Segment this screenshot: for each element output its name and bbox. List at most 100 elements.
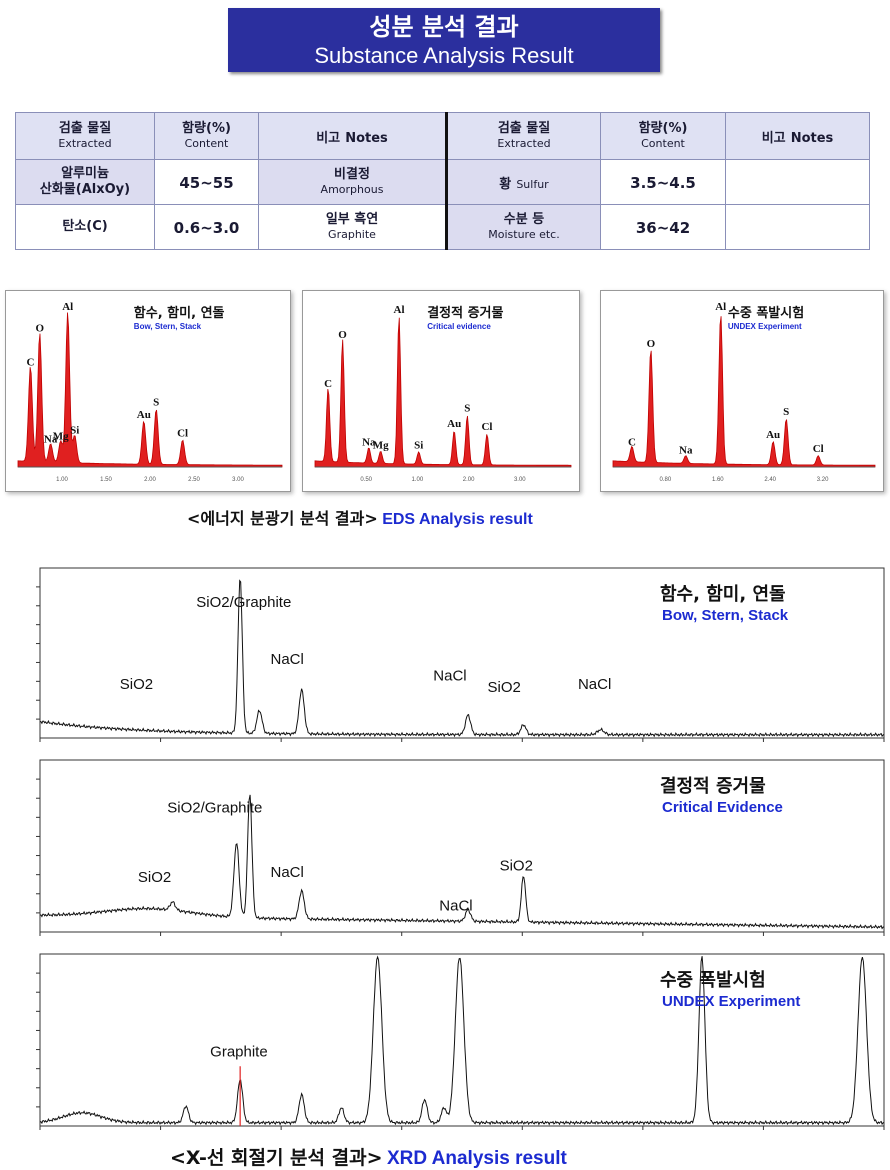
eds-chart-critical-evidence: 0.50 1.00 2.00 3.00 C O Na Mg Al Si Au S Cl 결정적 증거물 Cr… (302, 290, 580, 492)
eds-peak-label: Na (362, 437, 376, 449)
eds-tick-label: 2.00 (144, 477, 156, 483)
xrd-plot-frame (39, 567, 885, 739)
cell-note-empty-2 (725, 204, 870, 250)
eds-caption: <에너지 분광기 분석 결과> EDS Analysis result (187, 509, 533, 528)
eds-peak-label: Al (394, 304, 405, 316)
title-english: Substance Analysis Result (314, 43, 574, 68)
eds-tick-label: 1.50 (100, 477, 112, 483)
eds-plot: 0.80 1.60 2.40 3.20 C O Na Al AuS Cl 수중 폭발시험UNDEX … (612, 301, 876, 483)
cell-note-empty-1 (725, 159, 870, 205)
eds-peak-label: Na (44, 434, 58, 446)
cell-note-graphite: 일부 흑연 Graphite (258, 204, 448, 250)
xrd-plot-frame (39, 759, 885, 933)
xrd-plot: Graphite 수중 폭발시험 UNDEX Experiment (36, 953, 885, 1130)
eds-peak-label: Cl (177, 427, 188, 439)
cell-content-aluminum: 45~55 (154, 159, 259, 205)
eds-tick-label: 0.80 (660, 477, 672, 483)
eds-chart-bow-stern-stack: 1.00 1.50 2.00 2.50 3.00 C O Na Mg Al Si Au S Cl 함수, 함… (5, 290, 291, 492)
xrd-plot: SiO2/Graphite SiO2 NaCl NaCl SiO2 NaCl 함수, 함미,… (36, 567, 885, 742)
xrd-pattern-series (39, 794, 885, 930)
xrd-chart-title: 수중 폭발시험 (660, 969, 766, 991)
eds-chart-title: 수중 폭발시험 (728, 305, 804, 321)
eds-peak-label: S (153, 397, 159, 409)
eds-peak-label: Mg (373, 440, 389, 452)
header-content: 함량(%) Content (154, 112, 259, 160)
xrd-peak-label: SiO2/Graphite (167, 799, 262, 816)
substance-table: 검출 물질 Extracted 함량(%) Content 비고 Notes 검출 … (15, 112, 870, 250)
eds-peak-label: Na (679, 444, 693, 456)
eds-peak-label: Si (70, 424, 79, 436)
cell-sulfur: 황 Sulfur (446, 159, 601, 205)
xrd-peak-label: SiO2 (138, 869, 171, 886)
eds-chart-subtitle: Critical evidence (427, 322, 491, 331)
eds-peak-label: C (324, 378, 332, 390)
eds-peak-label: S (783, 406, 789, 418)
xrd-chart-bow-stern-stack: SiO2/Graphite SiO2 NaCl NaCl SiO2 NaCl 함수, 함미,… (0, 560, 890, 750)
eds-peak-label: C (628, 437, 636, 449)
eds-spectrum-series (314, 317, 572, 468)
eds-peak-label: Au (447, 418, 461, 430)
xrd-chart-undex: Graphite 수중 폭발시험 UNDEX Experiment (0, 946, 890, 1138)
eds-tick-label: 3.00 (232, 477, 244, 483)
title-banner: 성분 분석 결과 Substance Analysis Result (228, 8, 660, 72)
header-extracted: 검출 물질 Extracted (15, 112, 155, 160)
eds-chart-title: 결정적 증거물 (427, 305, 503, 321)
eds-chart-subtitle: UNDEX Experiment (728, 322, 802, 331)
eds-peak-label: Au (766, 429, 780, 441)
cell-aluminum-oxide: 알루미늄 산화물(AlxOy) (15, 159, 155, 205)
eds-tick-label: 2.50 (188, 477, 200, 483)
xrd-peak-label: NaCl (578, 676, 611, 693)
eds-tick-label: 2.00 (463, 477, 475, 483)
xrd-peak-label: NaCl (270, 864, 303, 881)
eds-peak-label: O (647, 338, 656, 350)
xrd-chart-subtitle: Critical Evidence (662, 799, 783, 816)
header-extracted-2: 검출 물질 Extracted (446, 112, 601, 160)
eds-peak-label: C (26, 357, 34, 369)
xrd-pattern-series (40, 579, 885, 738)
xrd-chart-subtitle: Bow, Stern, Stack (662, 607, 789, 624)
cell-content-carbon: 0.6~3.0 (154, 204, 259, 250)
title-korean: 성분 분석 결과 (369, 13, 519, 41)
eds-tick-label: 3.20 (817, 477, 829, 483)
xrd-chart-critical-evidence: SiO2/Graphite SiO2 NaCl NaCl SiO2 결정적 증거물 Crit… (0, 752, 890, 944)
cell-content-sulfur: 3.5~4.5 (600, 159, 726, 205)
xrd-peak-label: Graphite (210, 1043, 268, 1060)
header-content-2: 함량(%) Content (600, 112, 726, 160)
header-notes-2: 비고 Notes (725, 112, 870, 160)
eds-tick-label: 2.40 (764, 477, 776, 483)
eds-peak-label: Mg (53, 430, 69, 442)
eds-tick-label: 0.50 (360, 477, 372, 483)
eds-peak-label: O (338, 329, 347, 341)
xrd-peak-label: SiO2 (488, 679, 521, 696)
eds-peak-label: Si (414, 440, 423, 452)
eds-peak-label: Al (715, 301, 726, 313)
eds-spectrum-series (612, 316, 876, 468)
header-notes: 비고 Notes (258, 112, 448, 160)
eds-tick-label: 1.00 (56, 477, 68, 483)
cell-note-amorphous: 비결정 Amorphous (258, 159, 448, 205)
eds-peak-label: Al (62, 301, 73, 313)
eds-chart-title: 함수, 함미, 연돌 (134, 305, 225, 321)
xrd-chart-subtitle: UNDEX Experiment (662, 993, 800, 1010)
xrd-peak-label: SiO2 (120, 676, 153, 693)
cell-content-moisture: 36~42 (600, 204, 726, 250)
eds-spectrum-series (17, 312, 283, 468)
eds-chart-undex: 0.80 1.60 2.40 3.20 C O Na Al Au S Cl 수중 폭발시험 UNDEX … (600, 290, 884, 492)
xrd-peak-label: NaCl (270, 651, 303, 668)
xrd-pattern-series (39, 955, 885, 1126)
eds-tick-label: 1.60 (712, 477, 724, 483)
cell-carbon: 탄소(C) (15, 204, 155, 250)
xrd-peak-label: SiO2 (500, 858, 533, 875)
eds-peak-label: Au (137, 409, 151, 421)
eds-chart-subtitle: Bow, Stern, Stack (134, 322, 202, 331)
eds-peak-label: S (464, 403, 470, 415)
xrd-chart-title: 함수, 함미, 연돌 (660, 583, 786, 605)
eds-peak-label: Cl (813, 443, 824, 455)
xrd-chart-title: 결정적 증거물 (660, 776, 766, 797)
xrd-caption: <X-선 회절기 분석 결과> XRD Analysis result (170, 1147, 567, 1169)
cell-moisture: 수분 등 Moisture etc. (446, 204, 601, 250)
xrd-peak-label: SiO2/Graphite (196, 594, 291, 611)
xrd-peak-label: NaCl (439, 897, 472, 914)
